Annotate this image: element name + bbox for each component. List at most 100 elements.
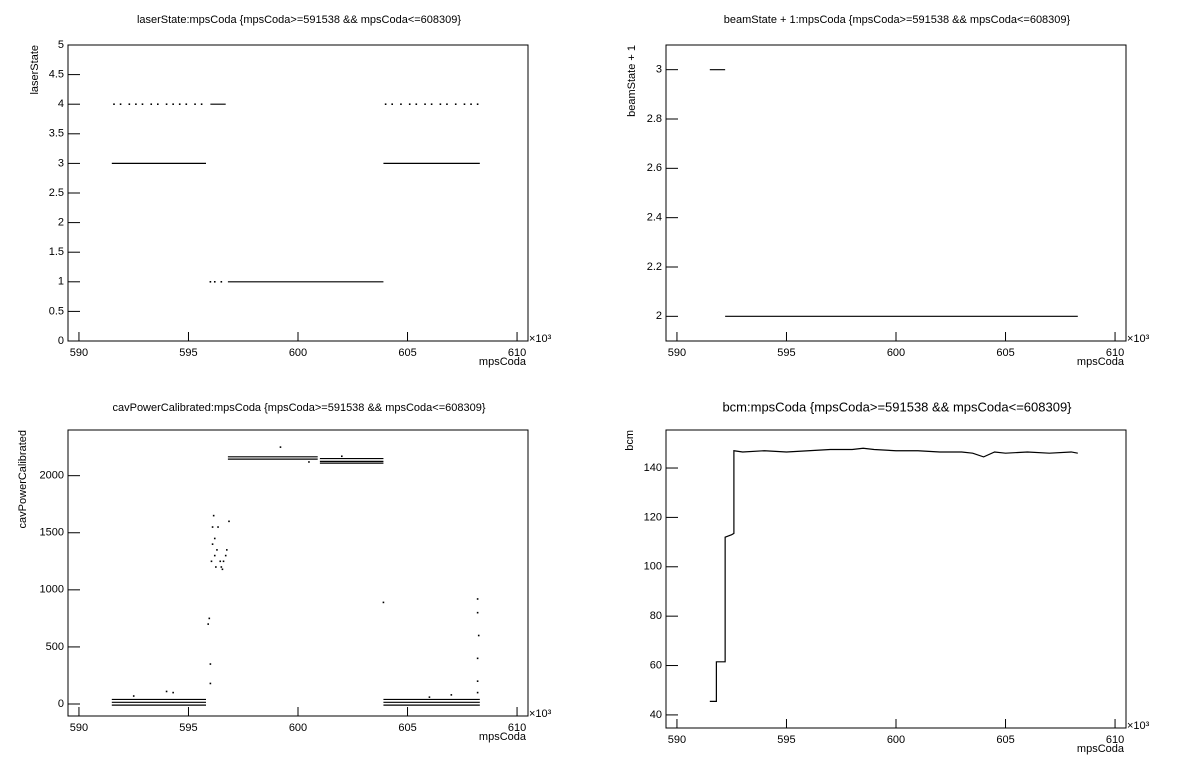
y-tick-label: 1 [58, 276, 64, 288]
y-tick-label: 60 [650, 659, 662, 671]
y-tick-label: 3 [58, 157, 64, 169]
data-point [207, 623, 209, 625]
data-point [228, 520, 230, 523]
data-point [165, 690, 168, 693]
y-tick-label: 1500 [40, 527, 64, 539]
data-point [224, 554, 227, 557]
data-point [150, 103, 153, 105]
data-point [209, 682, 212, 685]
x-tick-label: 590 [70, 722, 88, 734]
y-tick-label: 0.5 [49, 305, 64, 317]
data-point [165, 103, 168, 105]
data-point [424, 103, 426, 105]
x-axis-label: mpsCoda [479, 356, 527, 368]
plot-frame [67, 44, 529, 342]
y-tick-label: 2 [58, 217, 64, 229]
data-point [185, 103, 188, 105]
x-tick-label: 605 [398, 347, 416, 359]
y-tick-label: 2.4 [647, 212, 662, 224]
y-axis-label: cavPowerCalibrated [17, 430, 29, 528]
data-point [454, 103, 457, 105]
y-axis-label: bcm [624, 430, 636, 451]
y-tick-label: 3 [656, 64, 662, 76]
x-tick-label: 600 [289, 347, 307, 359]
data-point [212, 514, 215, 517]
data-point [408, 103, 411, 105]
x-tick-label: 600 [887, 347, 905, 359]
y-axis-label: laserState [29, 45, 41, 95]
x-tick-label: 590 [70, 347, 88, 359]
data-point [209, 663, 212, 665]
data-line [709, 69, 1078, 317]
plot-frame [67, 429, 529, 717]
data-point [308, 461, 310, 463]
data-point [213, 554, 216, 557]
y-tick-label: 2 [656, 310, 662, 322]
data-point [222, 560, 225, 563]
data-point [141, 103, 144, 105]
x-axis-label: mpsCoda [479, 731, 527, 743]
data-point [217, 526, 219, 528]
chart-title: laserState:mpsCoda {mpsCoda>=591538 && m… [137, 14, 461, 26]
data-point [439, 103, 442, 105]
x-tick-label: 605 [996, 347, 1014, 359]
data-line [709, 447, 1078, 702]
data-point [221, 568, 224, 571]
x-exponent-label: ×10³ [529, 333, 552, 345]
data-point [428, 696, 431, 698]
data-point [384, 103, 387, 105]
chart-title: cavPowerCalibrated:mpsCoda {mpsCoda>=591… [112, 402, 485, 414]
data-point [220, 566, 223, 568]
y-axis-label: beamState + 1 [626, 45, 638, 117]
y-tick-label: 80 [650, 610, 662, 622]
plot-frame [665, 44, 1127, 342]
y-tick-label: 120 [644, 511, 662, 523]
data-point [446, 103, 448, 105]
data-point [208, 617, 211, 620]
y-tick-label: 1000 [40, 584, 64, 596]
data-point [430, 103, 433, 105]
y-tick-label: 500 [46, 641, 64, 653]
x-exponent-label: ×10³ [529, 708, 552, 720]
x-tick-label: 590 [668, 347, 686, 359]
data-point [415, 103, 418, 105]
y-tick-label: 2.5 [49, 187, 64, 199]
data-point [450, 694, 453, 696]
x-exponent-label: ×10³ [1127, 333, 1150, 345]
data-point [476, 657, 479, 660]
x-tick-label: 595 [777, 347, 795, 359]
data-point [476, 691, 479, 694]
data-point [215, 566, 217, 568]
data-point [341, 455, 343, 458]
data-point [178, 103, 181, 105]
x-tick-label: 610 [508, 347, 526, 359]
data-point [279, 446, 282, 448]
y-tick-label: 100 [644, 561, 662, 573]
y-tick-label: 1.5 [49, 246, 64, 258]
x-tick-label: 595 [179, 347, 197, 359]
x-exponent-label: ×10³ [1127, 720, 1150, 732]
data-point [194, 103, 196, 105]
data-point [476, 598, 479, 600]
data-point [172, 691, 174, 694]
data-point [219, 560, 222, 563]
data-point [210, 560, 213, 563]
x-tick-label: 610 [1106, 734, 1124, 746]
y-tick-label: 140 [644, 462, 662, 474]
data-point [211, 543, 214, 545]
data-point [476, 680, 479, 682]
x-tick-label: 605 [398, 722, 416, 734]
data-point [213, 281, 216, 283]
x-tick-label: 595 [777, 734, 795, 746]
data-point [200, 103, 203, 105]
x-tick-label: 600 [289, 722, 307, 734]
data-point [226, 549, 228, 551]
y-tick-label: 5 [58, 39, 64, 51]
data-point [220, 281, 223, 283]
x-tick-label: 595 [179, 722, 197, 734]
x-axis-label: mpsCoda [1077, 356, 1125, 368]
data-point [477, 634, 480, 637]
y-tick-label: 2.6 [647, 162, 662, 174]
data-point [119, 103, 122, 105]
